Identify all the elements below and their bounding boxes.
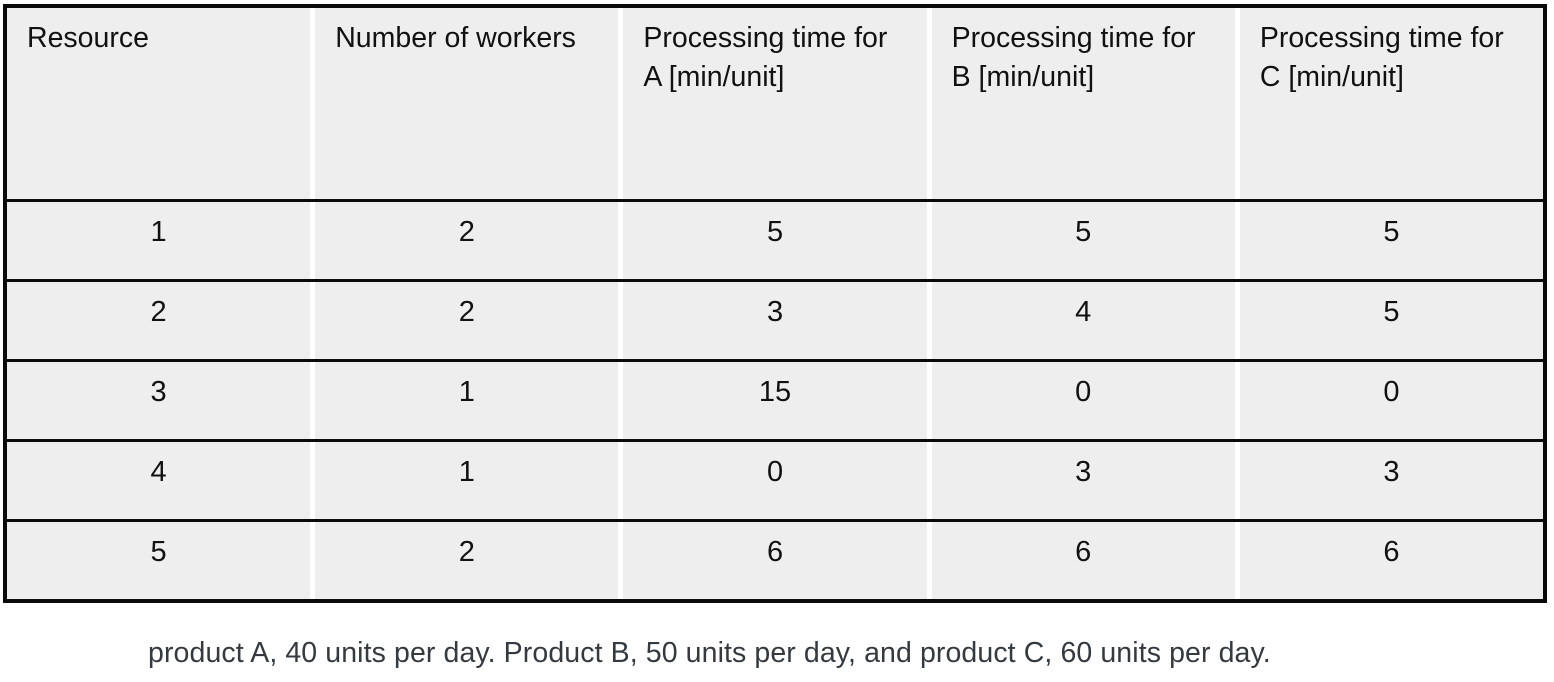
column-header-number-of-workers: Number of workers: [315, 8, 619, 199]
cell-workers: 2: [315, 522, 619, 599]
cell-workers: 1: [315, 442, 619, 519]
cell-time-c: 3: [1239, 442, 1544, 519]
cell-time-a: 6: [623, 522, 927, 599]
column-header-processing-time-c: Processing time for C [min/unit]: [1239, 8, 1544, 199]
column-header-processing-time-a: Processing time for A [min/unit]: [623, 8, 927, 199]
table-row: 1 2 5 5 5: [7, 202, 1544, 279]
row-separator: [7, 439, 1543, 442]
cell-time-a: 15: [623, 362, 927, 439]
row-separator: [7, 519, 1543, 522]
cell-time-c: 6: [1239, 522, 1544, 599]
table-row: 3 1 15 0 0: [7, 362, 1544, 439]
cell-time-b: 5: [931, 202, 1235, 279]
cell-workers: 1: [315, 362, 619, 439]
table-row: 4 1 0 3 3: [7, 442, 1544, 519]
cell-time-a: 0: [623, 442, 927, 519]
cell-workers: 2: [315, 282, 619, 359]
cell-time-b: 4: [931, 282, 1235, 359]
cell-resource: 4: [7, 442, 311, 519]
cell-resource: 1: [7, 202, 311, 279]
cell-resource: 2: [7, 282, 311, 359]
cell-time-b: 3: [931, 442, 1235, 519]
table-header-row: Resource Number of workers Processing ti…: [7, 8, 1544, 199]
cell-time-c: 5: [1239, 202, 1544, 279]
table-row: 5 2 6 6 6: [7, 522, 1544, 599]
cell-time-b: 0: [931, 362, 1235, 439]
cell-time-c: 5: [1239, 282, 1544, 359]
cell-time-b: 6: [931, 522, 1235, 599]
column-header-resource: Resource: [7, 8, 311, 199]
cell-resource: 3: [7, 362, 311, 439]
resource-processing-table: Resource Number of workers Processing ti…: [3, 4, 1547, 603]
cell-time-a: 5: [623, 202, 927, 279]
row-separator: [7, 199, 1543, 202]
table-caption: product A, 40 units per day. Product B, …: [148, 637, 1271, 669]
cell-time-a: 3: [623, 282, 927, 359]
row-separator: [7, 359, 1543, 362]
column-header-processing-time-b: Processing time for B [min/unit]: [931, 8, 1235, 199]
cell-time-c: 0: [1239, 362, 1544, 439]
row-separator: [7, 279, 1543, 282]
cell-resource: 5: [7, 522, 311, 599]
cell-workers: 2: [315, 202, 619, 279]
table-row: 2 2 3 4 5: [7, 282, 1544, 359]
